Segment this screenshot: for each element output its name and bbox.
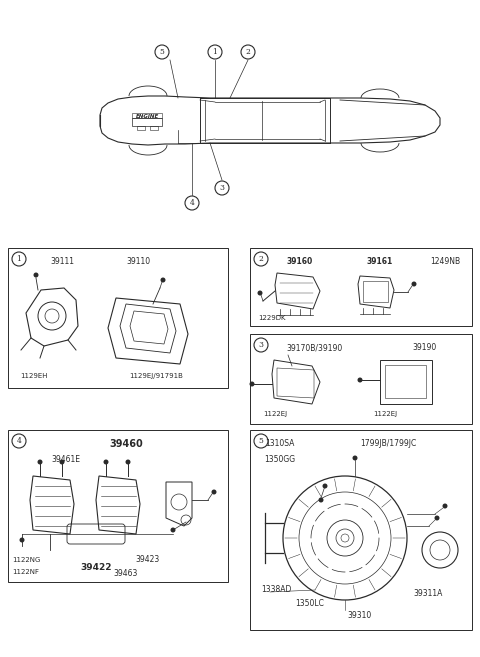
Text: 2: 2 [259,255,264,263]
Circle shape [37,459,43,464]
Text: 39463: 39463 [114,570,138,579]
Circle shape [160,277,166,283]
Circle shape [358,378,362,382]
Circle shape [319,497,324,503]
Circle shape [104,459,108,464]
Circle shape [257,290,263,296]
Circle shape [215,181,229,195]
Text: 39160: 39160 [287,258,313,267]
Text: 1350GG: 1350GG [264,455,296,464]
Circle shape [208,45,222,59]
Text: 1350LC: 1350LC [296,599,324,608]
Text: 2: 2 [246,48,251,56]
Text: 39460: 39460 [109,439,143,449]
Text: 39311A: 39311A [413,589,443,599]
Text: 5: 5 [259,437,264,445]
Text: 39110: 39110 [126,258,150,267]
Text: 1129EJ/91791B: 1129EJ/91791B [129,373,183,379]
Circle shape [352,455,358,461]
Circle shape [20,537,24,543]
Circle shape [155,45,169,59]
Circle shape [434,516,440,520]
Circle shape [170,528,176,533]
Text: 5: 5 [159,48,165,56]
Circle shape [12,252,26,266]
Circle shape [250,382,254,386]
Text: 1: 1 [213,48,217,56]
Text: 39190: 39190 [413,344,437,353]
Circle shape [254,338,268,352]
Text: 39422: 39422 [80,564,112,572]
Text: 1122EJ: 1122EJ [373,411,397,417]
Text: 39461E: 39461E [51,455,81,464]
Text: 39161: 39161 [367,258,393,267]
Circle shape [185,196,199,210]
Text: 1249NB: 1249NB [430,258,460,267]
Text: 39170B/39190: 39170B/39190 [287,344,343,353]
Circle shape [411,281,417,286]
Text: 39423: 39423 [136,556,160,564]
Circle shape [34,273,38,277]
Text: 39111: 39111 [50,258,74,267]
Circle shape [323,484,327,489]
Circle shape [254,252,268,266]
Circle shape [254,434,268,448]
Text: 1310SA: 1310SA [265,440,295,449]
Text: 3: 3 [219,184,225,192]
Circle shape [60,459,64,464]
Circle shape [443,503,447,509]
Text: 1129EH: 1129EH [20,373,48,379]
Text: 4: 4 [190,199,194,207]
Text: 1229DK: 1229DK [258,315,286,321]
Text: ENGINE: ENGINE [136,114,160,118]
Text: 39310: 39310 [348,612,372,620]
Circle shape [241,45,255,59]
Circle shape [12,434,26,448]
Text: 4: 4 [17,437,22,445]
Text: 1122NF: 1122NF [12,569,39,575]
Text: 1799JB/1799JC: 1799JB/1799JC [360,440,416,449]
Circle shape [125,459,131,464]
Text: 1122NG: 1122NG [12,557,40,563]
Text: 3: 3 [259,341,264,349]
Text: 1: 1 [17,255,22,263]
Text: 1338AD: 1338AD [261,585,291,595]
Text: 1122EJ: 1122EJ [263,411,287,417]
Circle shape [341,534,349,542]
Circle shape [212,489,216,495]
